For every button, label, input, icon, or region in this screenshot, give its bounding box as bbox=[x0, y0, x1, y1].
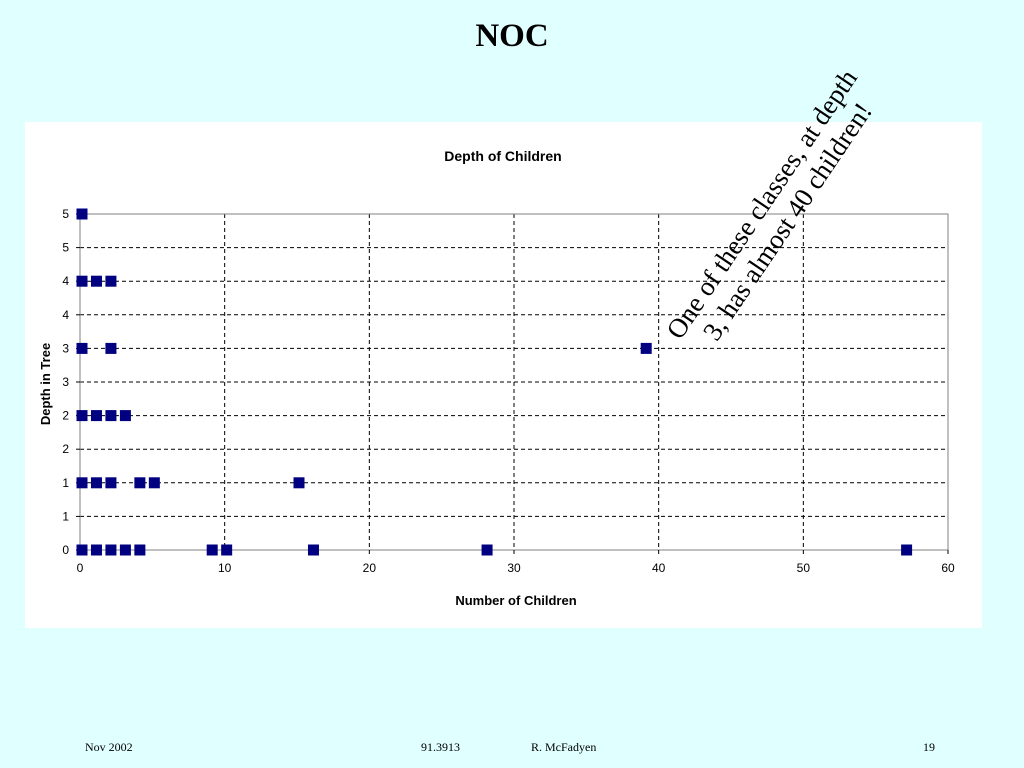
x-tick-label: 60 bbox=[941, 561, 955, 575]
footer-author: R. McFadyen bbox=[531, 740, 597, 754]
footer-date: Nov 2002 bbox=[85, 740, 133, 754]
footer-course: 91.3913 bbox=[421, 740, 460, 754]
chart-grid bbox=[79, 213, 949, 551]
y-tick-label: 5 bbox=[62, 207, 69, 221]
data-point bbox=[134, 477, 146, 489]
chart-panel: 0 1 1 2 2 3 3 4 4 5 5 0 10 20 30 40 50 60 Depth of Childr… bbox=[25, 122, 982, 628]
y-tick-label: 2 bbox=[62, 442, 69, 456]
slide-title: NOC bbox=[475, 18, 549, 54]
chart-points bbox=[76, 208, 913, 556]
data-point bbox=[206, 544, 218, 556]
data-point bbox=[90, 477, 102, 489]
y-tick-label: 2 bbox=[62, 409, 69, 423]
data-point bbox=[119, 410, 131, 422]
x-tick-label: 50 bbox=[797, 561, 811, 575]
y-tick-label: 3 bbox=[62, 375, 69, 389]
data-point bbox=[307, 544, 319, 556]
data-point bbox=[105, 477, 117, 489]
data-point bbox=[76, 208, 88, 220]
data-point bbox=[105, 342, 117, 354]
data-point bbox=[293, 477, 305, 489]
x-axis-label: Number of Children bbox=[455, 593, 576, 608]
y-axis-label: Depth in Tree bbox=[38, 343, 53, 425]
data-point bbox=[148, 477, 160, 489]
x-tick-label: 20 bbox=[363, 561, 377, 575]
data-point bbox=[105, 410, 117, 422]
data-point bbox=[76, 410, 88, 422]
x-tick-label: 30 bbox=[507, 561, 521, 575]
chart-title: Depth of Children bbox=[444, 148, 561, 164]
data-point bbox=[90, 275, 102, 287]
data-point bbox=[481, 544, 493, 556]
data-point bbox=[105, 275, 117, 287]
data-point bbox=[90, 410, 102, 422]
data-point bbox=[221, 544, 233, 556]
y-tick-label: 1 bbox=[62, 476, 69, 490]
data-point bbox=[76, 477, 88, 489]
y-tick-label: 5 bbox=[62, 241, 69, 255]
x-tick-label: 10 bbox=[218, 561, 232, 575]
data-point bbox=[90, 544, 102, 556]
y-tick-label: 4 bbox=[62, 274, 69, 288]
x-tick-label: 0 bbox=[77, 561, 84, 575]
data-point bbox=[119, 544, 131, 556]
data-point bbox=[901, 544, 913, 556]
data-point bbox=[640, 342, 652, 354]
y-tick-label: 3 bbox=[62, 341, 69, 355]
data-point bbox=[76, 544, 88, 556]
y-tick-label: 4 bbox=[62, 308, 69, 322]
data-point bbox=[105, 544, 117, 556]
y-tick-label: 0 bbox=[62, 543, 69, 557]
data-point bbox=[76, 275, 88, 287]
x-tick-label: 40 bbox=[652, 561, 666, 575]
y-tick-label: 1 bbox=[62, 509, 69, 523]
data-point bbox=[134, 544, 146, 556]
data-point bbox=[76, 342, 88, 354]
footer-page: 19 bbox=[923, 740, 935, 754]
